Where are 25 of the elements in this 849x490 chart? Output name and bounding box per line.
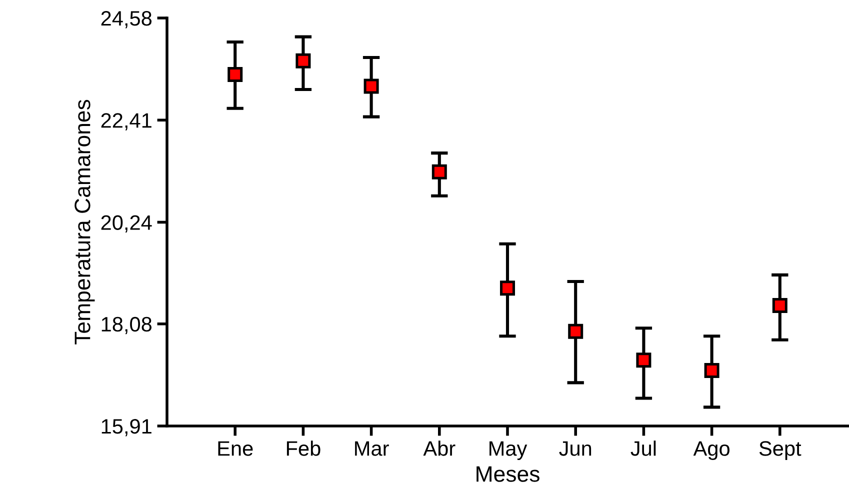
y-tick-label: 20,24: [101, 215, 152, 232]
x-axis-title: Meses: [476, 466, 540, 482]
y-tick-label: 22,41: [101, 113, 152, 130]
point: [432, 164, 447, 180]
point: [228, 66, 243, 82]
x-tick-label: Ene: [218, 441, 253, 456]
y-tick-label: 15,91: [102, 419, 152, 436]
point: [636, 352, 652, 368]
y-tick-label: 24,58: [101, 11, 152, 28]
x-tick-label: Sept: [759, 441, 802, 460]
point: [364, 78, 379, 94]
y-axis-title: Temperatura Camarones: [74, 100, 95, 344]
x-tick-label: Mar: [355, 441, 389, 456]
x-tick-label: Ago: [693, 441, 730, 460]
x-tick-label: Abr: [423, 440, 456, 456]
point: [296, 53, 311, 68]
point: [568, 324, 584, 339]
y-tick-label: 18,08: [102, 316, 152, 334]
point: [772, 298, 788, 314]
x-tick-label: Jul: [630, 440, 656, 456]
point: [704, 362, 720, 378]
x-tick-label: May: [490, 441, 528, 460]
x-tick-label: Jun: [559, 441, 592, 456]
point: [500, 280, 515, 296]
x-tick-label: Feb: [286, 440, 320, 456]
